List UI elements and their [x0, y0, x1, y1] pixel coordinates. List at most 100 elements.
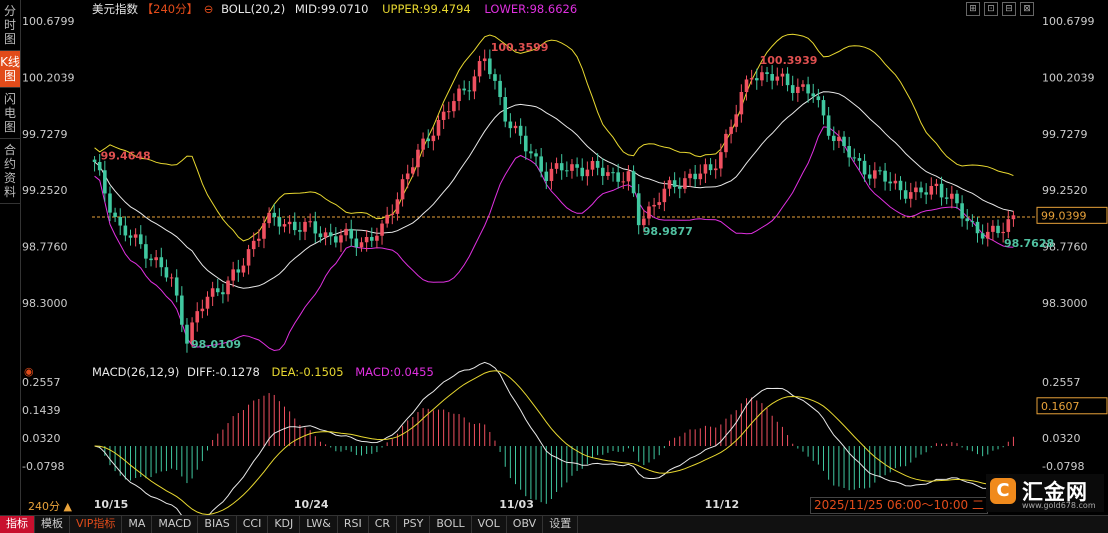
tab-cci[interactable]: CCI — [237, 516, 269, 533]
candle-body — [559, 163, 564, 171]
candle-body — [893, 180, 898, 184]
tab-indicators[interactable]: 指标 — [0, 516, 35, 533]
candle-body — [359, 242, 364, 248]
candle-body — [262, 223, 266, 239]
candle-body — [272, 212, 277, 218]
brand-logo: C 汇金网 www.gold678.com — [986, 474, 1104, 512]
candle-body — [785, 73, 790, 86]
tab-contract-info[interactable]: 合约资料 — [0, 139, 20, 204]
candle-body — [1001, 231, 1005, 234]
candle-body — [565, 170, 569, 172]
candle-body — [200, 308, 205, 312]
tab-kline[interactable]: K线图 — [0, 51, 20, 88]
candle-body — [292, 221, 297, 231]
candle-body — [657, 202, 662, 205]
candle-body — [344, 228, 348, 236]
macd-dea-line — [94, 370, 1014, 515]
candle-body — [128, 235, 133, 238]
tab-cr[interactable]: CR — [369, 516, 398, 533]
candle-body — [760, 72, 764, 81]
candle-body — [215, 288, 220, 293]
candle-body — [595, 160, 600, 168]
candle-body — [765, 72, 769, 75]
tab-obv[interactable]: OBV — [507, 516, 544, 533]
maximize-icon[interactable]: ⊠ — [1020, 2, 1034, 16]
tab-flash[interactable]: 闪电图 — [0, 88, 20, 139]
current-price-label: 99.0399 — [1041, 209, 1087, 222]
candle-body — [462, 88, 466, 91]
tab-vip-indicators[interactable]: VIP指标 — [70, 516, 123, 533]
candle-body — [144, 244, 148, 259]
candle-body — [883, 170, 887, 182]
tab-rsi[interactable]: RSI — [338, 516, 369, 533]
candle-body — [980, 233, 985, 239]
candle-body — [108, 193, 112, 213]
layout-icon[interactable]: ⊞ — [966, 2, 980, 16]
candle-body — [97, 161, 102, 171]
candle-body — [626, 171, 631, 182]
candle-body — [251, 240, 256, 250]
settings-icon[interactable]: ⊖ — [204, 2, 214, 16]
date-tick: 11/12 — [705, 498, 740, 511]
fit-icon[interactable]: ⊡ — [984, 2, 998, 16]
instrument-name: 美元指数 — [92, 2, 138, 16]
tab-ma[interactable]: MA — [122, 516, 153, 533]
candle-body — [683, 178, 687, 189]
candle-body — [513, 125, 518, 129]
candle-body — [549, 168, 554, 181]
price-tick-left: 98.3000 — [22, 297, 68, 310]
tab-boll[interactable]: BOLL — [430, 516, 472, 533]
tab-settings[interactable]: 设置 — [543, 516, 579, 533]
boll-upper-line — [94, 33, 1014, 242]
tab-vol[interactable]: VOL — [472, 516, 507, 533]
candle-body — [775, 76, 780, 81]
tab-templates[interactable]: 模板 — [35, 516, 70, 533]
candle-body — [790, 85, 795, 93]
macd-diff: DIFF:-0.1278 — [187, 365, 260, 379]
crosshair-datetime: 2025/11/25 06:00～10:00 二 — [810, 497, 988, 514]
tab-timeshare[interactable]: 分时图 — [0, 0, 20, 51]
candle-body — [544, 171, 549, 181]
price-tick-left: 100.6799 — [22, 15, 75, 28]
macd-tick-left: 0.0320 — [22, 432, 61, 445]
candle-body — [482, 58, 487, 62]
macd-tick-right: 0.0320 — [1042, 432, 1081, 445]
candle-body — [441, 111, 446, 120]
candle-body — [636, 193, 641, 226]
candle-body — [174, 277, 179, 296]
logo-url: www.gold678.com — [1022, 501, 1096, 510]
candle-body — [103, 170, 107, 194]
candle-body — [446, 111, 451, 113]
candle-body — [672, 180, 677, 187]
candle-body — [862, 160, 867, 175]
candle-body — [975, 221, 980, 234]
tab-psy[interactable]: PSY — [397, 516, 431, 533]
candle-body — [970, 221, 975, 223]
candle-body — [908, 192, 913, 199]
tab-lw[interactable]: LW& — [300, 516, 338, 533]
candle-body — [313, 221, 318, 234]
macd-marker-label: 0.1607 — [1041, 400, 1080, 413]
candle-body — [349, 228, 354, 239]
tab-bias[interactable]: BIAS — [198, 516, 237, 533]
tab-macd[interactable]: MACD — [152, 516, 199, 533]
candle-body — [318, 233, 323, 238]
minimize-icon[interactable]: ⊟ — [1002, 2, 1016, 16]
candle-body — [580, 167, 585, 177]
candle-body — [210, 288, 215, 297]
candle-body — [688, 173, 692, 179]
tab-kdj[interactable]: KDJ — [268, 516, 301, 533]
period-selector[interactable]: 240分 ▲ — [28, 500, 72, 513]
candle-body — [898, 180, 903, 191]
macd-label: MACD(26,12,9) — [92, 365, 179, 379]
candle-body — [1011, 215, 1016, 220]
candle-body — [334, 236, 338, 243]
extreme-annotation: 98.7628 — [1004, 237, 1054, 250]
candle-body — [118, 216, 123, 226]
candle-body — [364, 236, 369, 243]
candle-body — [467, 90, 472, 92]
candle-body — [621, 181, 626, 183]
date-tick: 11/03 — [499, 498, 534, 511]
price-tick-left: 99.7279 — [22, 128, 68, 141]
candle-body — [585, 169, 590, 177]
